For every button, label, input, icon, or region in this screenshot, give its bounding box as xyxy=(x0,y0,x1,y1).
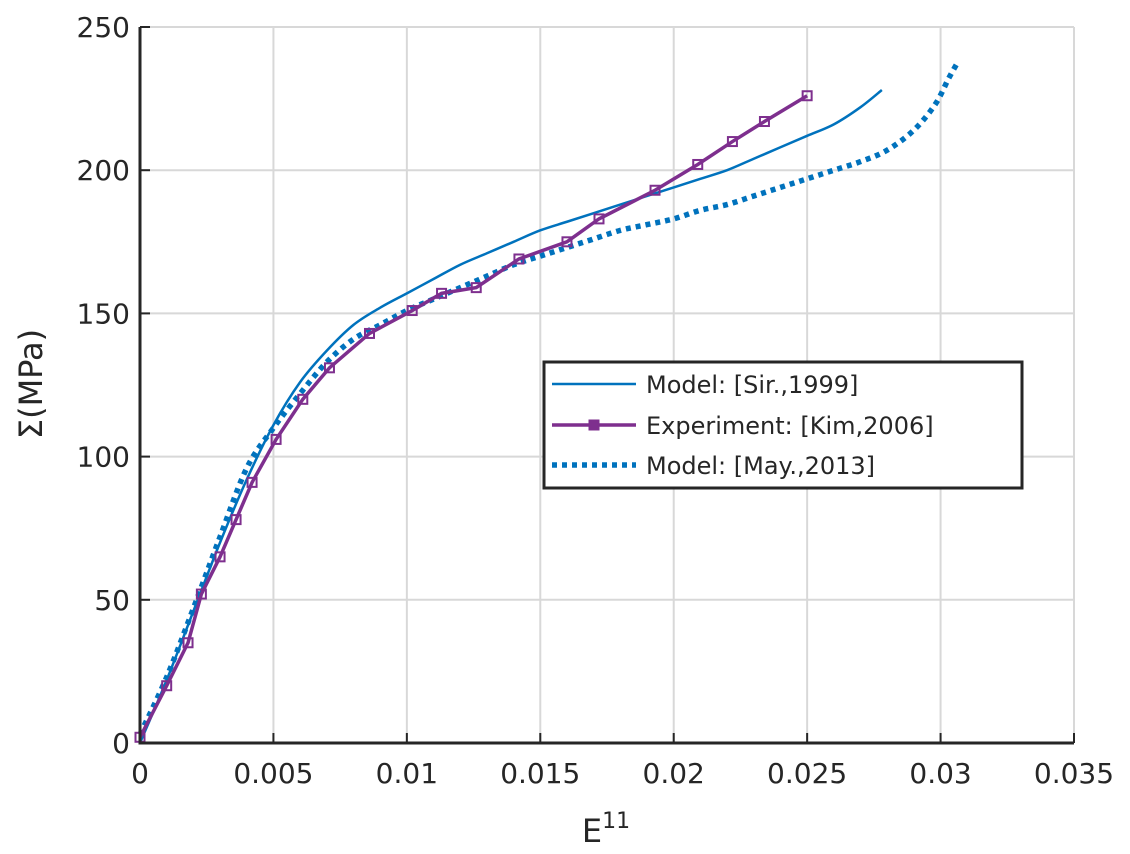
y-tick-label: 0 xyxy=(112,727,130,760)
legend-marker xyxy=(588,419,600,431)
data-point xyxy=(214,551,226,563)
y-tick-label: 150 xyxy=(77,297,130,330)
series-2-line xyxy=(138,94,809,739)
data-point xyxy=(726,136,738,148)
x-tick-label: 0.025 xyxy=(767,757,847,790)
data-point xyxy=(270,433,282,445)
tick-labels: 0 0.005 0.01 0.015 0.02 0.025 0.03 0.035 0 50 100 1… xyxy=(77,11,1115,790)
data-point xyxy=(195,588,207,600)
data-point xyxy=(758,116,770,128)
x-axis-label-superscript: 11 xyxy=(602,809,630,834)
data-point xyxy=(230,514,242,526)
legend-label: Experiment: [Kim,2006] xyxy=(646,412,934,440)
data-point xyxy=(470,282,482,294)
x-tick-label: 0.035 xyxy=(1034,757,1114,790)
data-point xyxy=(323,362,335,374)
data-point xyxy=(561,236,573,248)
x-tick-label: 0.03 xyxy=(909,757,971,790)
data-point xyxy=(513,253,525,265)
legend-label: Model: [May.,2013] xyxy=(646,452,875,480)
legend-label: Model: [Sir.,1999] xyxy=(646,371,858,399)
x-axis-label-main: E xyxy=(582,812,602,850)
data-point xyxy=(692,158,704,170)
axes xyxy=(138,26,1075,745)
y-tick-label: 200 xyxy=(77,154,130,187)
data-point xyxy=(161,680,173,692)
data-point xyxy=(246,476,258,488)
legend: Model: [Sir.,1999] Experiment: [Kim,2006]… xyxy=(542,360,1024,490)
y-tick-label: 50 xyxy=(94,584,130,617)
x-tick-label: 0.005 xyxy=(233,757,313,790)
series-1 xyxy=(138,89,883,744)
data-point xyxy=(436,287,448,299)
y-tick-label: 100 xyxy=(77,441,130,474)
series-3-line xyxy=(137,62,959,736)
data-point xyxy=(297,393,309,405)
data-point xyxy=(363,327,375,339)
legend-entry-1: Model: [Sir.,1999] xyxy=(552,371,858,399)
x-tick-label: 0.01 xyxy=(376,757,438,790)
legend-entry-2: Experiment: [Kim,2006] xyxy=(552,412,934,440)
series-3 xyxy=(137,62,959,736)
data-point xyxy=(182,637,194,649)
legend-entry-3: Model: [May.,2013] xyxy=(552,452,875,480)
data-point xyxy=(649,184,661,196)
y-axis-label: Σ(MPa) xyxy=(12,329,50,439)
x-tick-label: 0.02 xyxy=(643,757,705,790)
x-tick-label: 0.015 xyxy=(500,757,580,790)
series-1-line xyxy=(138,89,883,744)
y-tick-label: 250 xyxy=(77,11,130,44)
data-point xyxy=(801,90,813,102)
data-point xyxy=(406,305,418,317)
series-2 xyxy=(134,90,813,743)
x-axis-label: E11 xyxy=(582,809,630,850)
data-point xyxy=(593,213,605,225)
series-lines xyxy=(134,62,959,744)
x-tick-label: 0 xyxy=(131,757,149,790)
